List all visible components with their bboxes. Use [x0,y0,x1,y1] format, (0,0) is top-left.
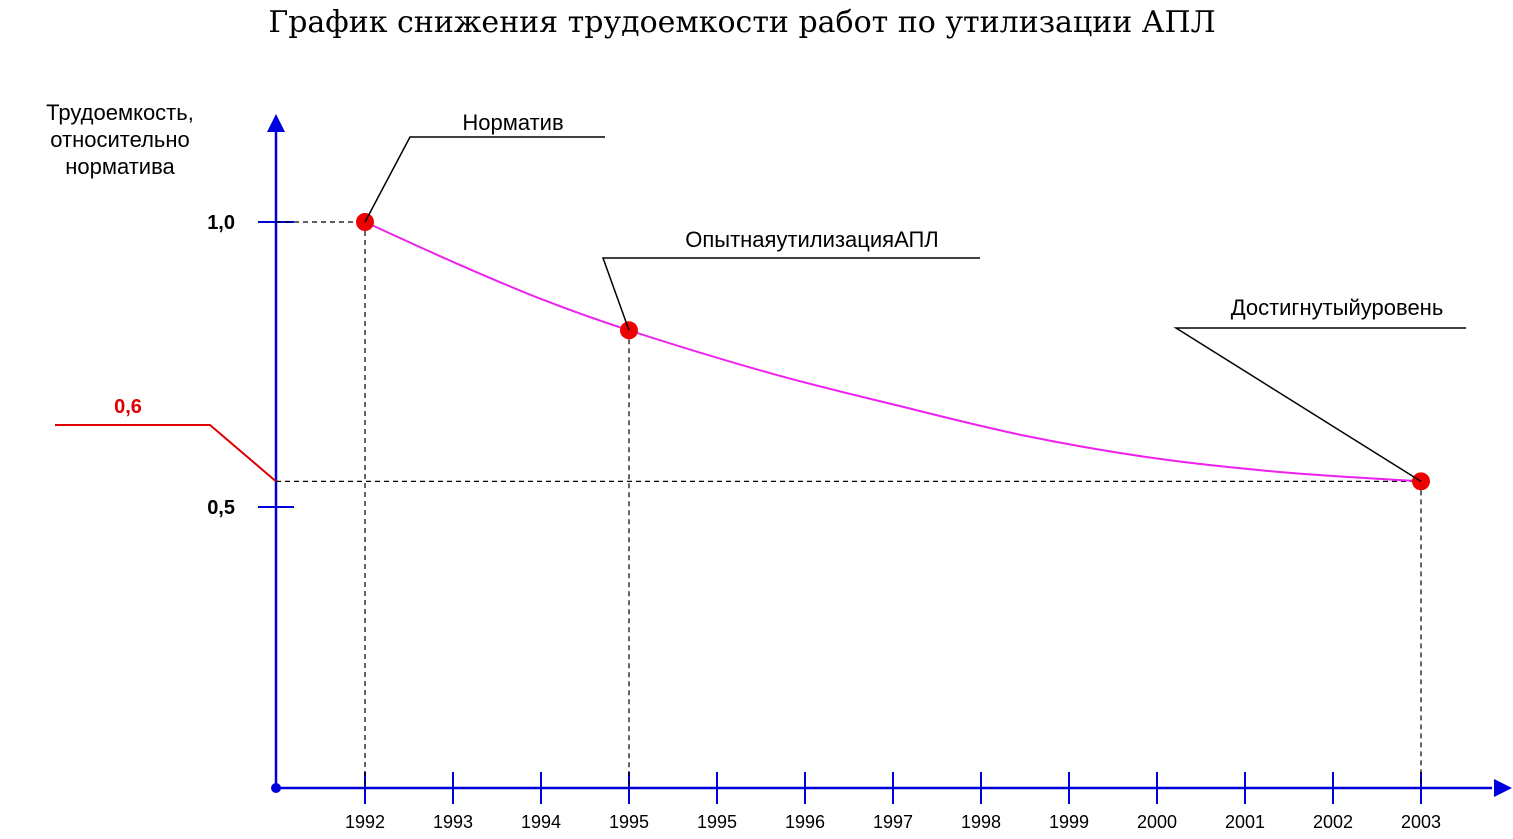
x-tick-label: 1997 [873,812,913,832]
reference-callout: 0,6 [55,396,277,483]
x-ticks: 1992 1993 1994 1995 1995 1996 1997 1998 1999 2000… [345,772,1441,832]
y-axis [267,114,285,788]
x-tick-label: 1992 [345,812,385,832]
guide-lines [276,221,1422,788]
annotation-label: Достигнутыйуровень [1231,295,1444,320]
x-tick-label: 2002 [1313,812,1353,832]
y-axis-label-line-1: Трудоемкость, [46,100,194,125]
annotation-leader-line [1173,327,1466,482]
x-tick-label: 1993 [433,812,473,832]
reference-leader-line [55,424,277,483]
y-tick-label: 1,0 [207,212,235,234]
x-tick-label: 2000 [1137,812,1177,832]
x-tick-label: 1999 [1049,812,1089,832]
annotation-leader-line [364,136,605,223]
annotations: Норматив ОпытнаяутилизацияАПЛ Достигнутыйу… [364,110,1466,482]
y-axis-label-line-3: норматива [65,154,175,179]
series-curve [364,221,1422,483]
reference-label: 0,6 [114,396,142,418]
x-tick-label: 2001 [1225,812,1265,832]
x-tick-label: 1996 [785,812,825,832]
x-tick-label: 2003 [1401,812,1441,832]
x-axis [271,779,1512,797]
x-tick-label: 1995 [609,812,649,832]
y-axis-label-line-2: относительно [50,127,190,152]
y-ticks: 1,0 0,5 [207,212,294,519]
x-tick-label: 1994 [521,812,561,832]
chart-title: График снижения трудоемкости работ по ут… [268,5,1215,40]
y-tick-label: 0,5 [207,497,235,519]
series-line [364,221,1422,483]
annotation-label: ОпытнаяутилизацияАПЛ [685,227,939,252]
annotation-label: Норматив [462,110,563,135]
x-tick-label: 1998 [961,812,1001,832]
x-tick-label: 1995 [697,812,737,832]
annotation-leader-line [601,257,980,331]
data-markers [356,213,1430,491]
